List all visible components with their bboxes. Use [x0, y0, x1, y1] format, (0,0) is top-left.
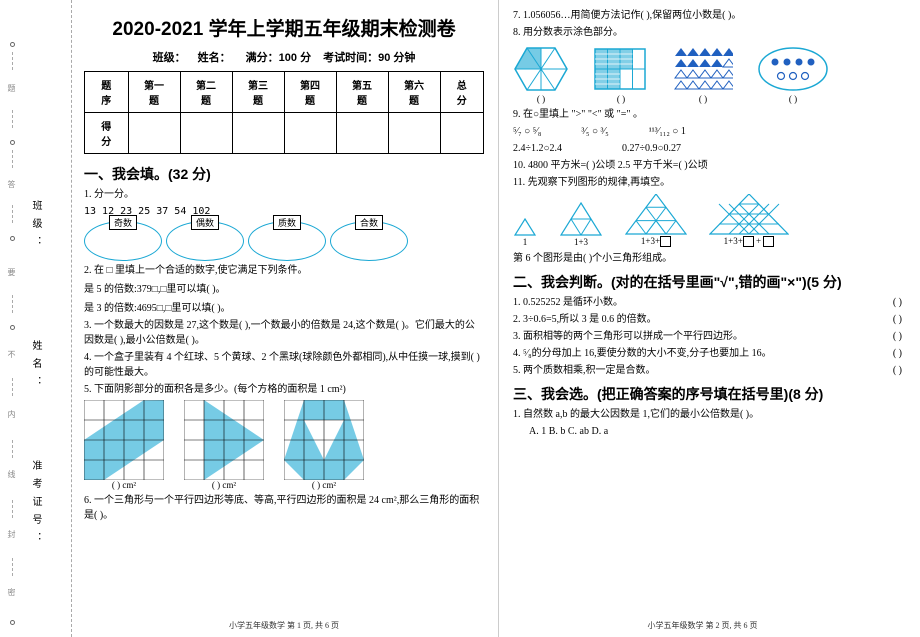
q1-ovals: 奇数 偶数 质数 合数 [84, 221, 484, 261]
exam-title: 2020-2021 学年上学期五年级期末检测卷 [84, 14, 484, 41]
q5: 5. 下面阴影部分的面积各是多少。(每个方格的面积是 1 cm²) [84, 382, 484, 397]
footer-right: 小学五年级数学 第 2 页, 共 6 页 [499, 620, 906, 631]
square-grid-icon [593, 44, 649, 94]
q1: 1. 分一分。 [84, 187, 484, 202]
q7: 7. 1.056056…用简便方法记作( ),保留两位小数是( )。 [513, 8, 902, 23]
j3: 3. 面积相等的两个三角形可以拼成一个平行四边形。( ) [513, 329, 902, 344]
ellipse-dots-icon [757, 44, 829, 94]
q3: 3. 一个数最大的因数是 27,这个数是( ),一个数最小的倍数是 24,这个数… [84, 318, 484, 348]
grid-2 [184, 400, 264, 480]
grid-1 [84, 400, 164, 480]
exam-meta: 班级：姓名： 满分：100 分考试时间：90 分钟 [84, 49, 484, 65]
binding-margin: 题 答 要 不 内 线 封 密 准考证号： 姓名： 班级： [0, 0, 72, 637]
q11: 11. 先观察下列图形的规律,再填空。 [513, 175, 902, 190]
q5-grids: ( ) cm² ( ) cm² [84, 400, 484, 490]
j2: 2. 3÷0.6=5,所以 3 是 0.6 的倍数。( ) [513, 312, 902, 327]
hexagon-icon [513, 44, 569, 94]
section-2-head: 二、我会判断。(对的在括号里画"√",错的画"×")(5 分) [513, 272, 902, 292]
q10: 10. 4800 平方米=( )公顷 2.5 平方千米=( )公顷 [513, 158, 902, 173]
q9: 9. 在○里填上 ">" "<" 或 "=" 。 [513, 107, 902, 122]
q8-shapes: ( ) ( ) [513, 44, 902, 104]
grid-3 [284, 400, 364, 480]
triangles-icon [673, 44, 733, 94]
footer-left: 小学五年级数学 第 1 页, 共 6 页 [80, 620, 488, 631]
score-table: 题序第一题 第二题第三题 第四题第五题 第六题总分 得分 [84, 71, 484, 154]
section-1-head: 一、我会填。(32 分) [84, 164, 484, 184]
q6: 6. 一个三角形与一个平行四边形等底、等高,平行四边形的面积是 24 cm²,那… [84, 493, 484, 523]
j5: 5. 两个质数相乘,积一定是合数。( ) [513, 363, 902, 378]
q4: 4. 一个盒子里装有 4 个红球、5 个黄球、2 个黑球(球除颜色外都相同),从… [84, 350, 484, 380]
s1: 1. 自然数 a,b 的最大公因数是 1,它们的最小公倍数是( )。 [513, 407, 902, 422]
page-1: 2020-2021 学年上学期五年级期末检测卷 班级：姓名： 满分：100 分考… [80, 0, 488, 637]
page-2: 7. 1.056056…用简便方法记作( ),保留两位小数是( )。 8. 用分… [498, 0, 906, 637]
section-3-head: 三、我会选。(把正确答案的序号填在括号里)(8 分) [513, 384, 902, 404]
j4: 4. ⁵⁄₈的分母加上 16,要使分数的大小不变,分子也要加上 16。( ) [513, 346, 902, 361]
q11-triangles: 1 1+3 1+3+ [513, 194, 902, 247]
q8: 8. 用分数表示涂色部分。 [513, 25, 902, 40]
j1: 1. 0.525252 是循环小数。( ) [513, 295, 902, 310]
q2: 2. 在 □ 里填上一个合适的数字,使它满足下列条件。 [84, 263, 484, 278]
